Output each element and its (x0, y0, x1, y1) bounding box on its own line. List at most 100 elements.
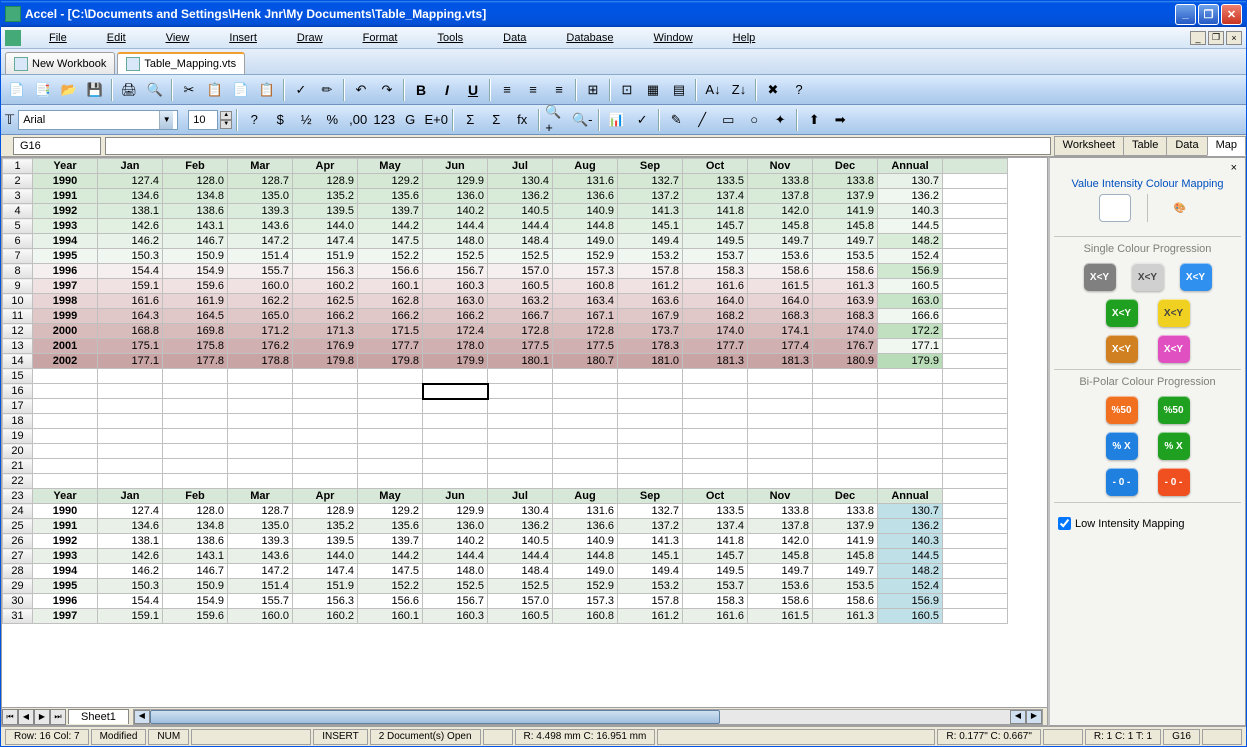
cell[interactable]: 149.0 (553, 564, 618, 579)
row-header[interactable]: 3 (3, 189, 33, 204)
row-header[interactable]: 13 (3, 339, 33, 354)
cell[interactable]: 161.2 (618, 609, 683, 624)
circle-button[interactable]: ○ (742, 108, 766, 132)
sum-button[interactable]: Σ (458, 108, 482, 132)
fx-button[interactable]: fx (510, 108, 534, 132)
cell[interactable]: 164.0 (683, 294, 748, 309)
cell[interactable]: Dec (813, 159, 878, 174)
cell[interactable]: 144.8 (553, 549, 618, 564)
row-header[interactable]: 18 (3, 414, 33, 429)
cell[interactable]: 150.9 (163, 249, 228, 264)
cell[interactable] (683, 414, 748, 429)
cell[interactable]: 149.0 (553, 234, 618, 249)
sheet-nav-first[interactable]: ⏮ (2, 709, 18, 725)
cell[interactable]: 158.3 (683, 594, 748, 609)
cell[interactable] (943, 474, 1008, 489)
cell[interactable] (163, 474, 228, 489)
cell[interactable]: 154.4 (98, 264, 163, 279)
cell[interactable]: 137.2 (618, 189, 683, 204)
cell[interactable] (228, 414, 293, 429)
cell[interactable]: 130.7 (878, 174, 943, 189)
cell[interactable]: 144.8 (553, 219, 618, 234)
cell[interactable] (98, 399, 163, 414)
cell[interactable] (943, 219, 1008, 234)
cell[interactable]: 178.3 (618, 339, 683, 354)
currency-button[interactable]: $ (268, 108, 292, 132)
cell[interactable]: 151.9 (293, 249, 358, 264)
row-header[interactable]: 19 (3, 429, 33, 444)
cell[interactable]: 172.8 (553, 324, 618, 339)
cell[interactable]: 168.3 (813, 309, 878, 324)
cell[interactable]: 130.4 (488, 174, 553, 189)
cell[interactable] (553, 384, 618, 399)
cell[interactable]: Oct (683, 159, 748, 174)
cell[interactable]: 136.2 (488, 519, 553, 534)
cell[interactable]: 167.1 (553, 309, 618, 324)
row-header[interactable]: 5 (3, 219, 33, 234)
cell[interactable]: 150.9 (163, 579, 228, 594)
cell[interactable]: 153.6 (748, 249, 813, 264)
align-center-button[interactable]: ≡ (521, 78, 545, 102)
cell[interactable]: 1995 (33, 579, 98, 594)
cell[interactable]: 135.0 (228, 519, 293, 534)
cell[interactable]: 141.8 (683, 534, 748, 549)
cell[interactable]: 177.4 (748, 339, 813, 354)
cell[interactable]: 160.5 (878, 609, 943, 624)
cell[interactable] (488, 474, 553, 489)
cell[interactable]: 133.5 (683, 174, 748, 189)
cell[interactable]: 153.7 (683, 579, 748, 594)
cell[interactable]: Dec (813, 489, 878, 504)
cell[interactable]: 1992 (33, 534, 98, 549)
row-header[interactable]: 11 (3, 309, 33, 324)
menu-data[interactable]: Data (483, 30, 546, 46)
cell[interactable]: 145.8 (748, 549, 813, 564)
row-header[interactable]: 2 (3, 174, 33, 189)
cell[interactable] (813, 474, 878, 489)
row-header[interactable]: 31 (3, 609, 33, 624)
sheet-tab[interactable]: Sheet1 (68, 709, 129, 724)
cell[interactable]: 148.2 (878, 234, 943, 249)
cell[interactable]: 171.3 (293, 324, 358, 339)
cell[interactable]: 141.9 (813, 204, 878, 219)
cell[interactable] (33, 429, 98, 444)
cell[interactable]: 160.5 (488, 279, 553, 294)
cell[interactable] (943, 309, 1008, 324)
cell[interactable]: 162.5 (293, 294, 358, 309)
cell[interactable]: 145.8 (748, 219, 813, 234)
colour-option[interactable]: X<Y (1106, 299, 1138, 327)
cell[interactable]: 133.8 (748, 174, 813, 189)
cell[interactable] (618, 414, 683, 429)
row-header[interactable]: 22 (3, 474, 33, 489)
colour-option[interactable]: - 0 - (1106, 468, 1138, 496)
cell[interactable]: 163.9 (813, 294, 878, 309)
cell[interactable]: 178.0 (423, 339, 488, 354)
cell[interactable]: 140.9 (553, 204, 618, 219)
cell[interactable]: 136.2 (878, 519, 943, 534)
sort-desc-button[interactable]: Z↓ (727, 78, 751, 102)
cell[interactable]: 135.0 (228, 189, 293, 204)
cell[interactable]: 158.6 (748, 264, 813, 279)
rect-button[interactable]: ▭ (716, 108, 740, 132)
row-header[interactable]: 14 (3, 354, 33, 369)
menu-format[interactable]: Format (343, 30, 418, 46)
cell[interactable] (423, 429, 488, 444)
cell[interactable] (33, 399, 98, 414)
row-header[interactable]: 16 (3, 384, 33, 399)
cell[interactable] (813, 459, 878, 474)
cell[interactable]: 179.9 (878, 354, 943, 369)
cell[interactable]: 133.5 (683, 504, 748, 519)
cell[interactable]: 181.3 (748, 354, 813, 369)
low-intensity-checkbox[interactable] (1058, 517, 1071, 530)
line-button[interactable]: ╱ (690, 108, 714, 132)
undo-button[interactable]: ↶ (349, 78, 373, 102)
row-header[interactable]: 27 (3, 549, 33, 564)
redo-button[interactable]: ↷ (375, 78, 399, 102)
cell[interactable]: 142.6 (98, 219, 163, 234)
doc-tab[interactable]: Table_Mapping.vts (117, 52, 245, 74)
paste-special-button[interactable]: 📋 (255, 78, 279, 102)
cell[interactable]: 148.4 (488, 234, 553, 249)
cell[interactable] (553, 369, 618, 384)
cell[interactable] (748, 384, 813, 399)
cell[interactable]: 135.2 (293, 519, 358, 534)
fraction-button[interactable]: ½ (294, 108, 318, 132)
